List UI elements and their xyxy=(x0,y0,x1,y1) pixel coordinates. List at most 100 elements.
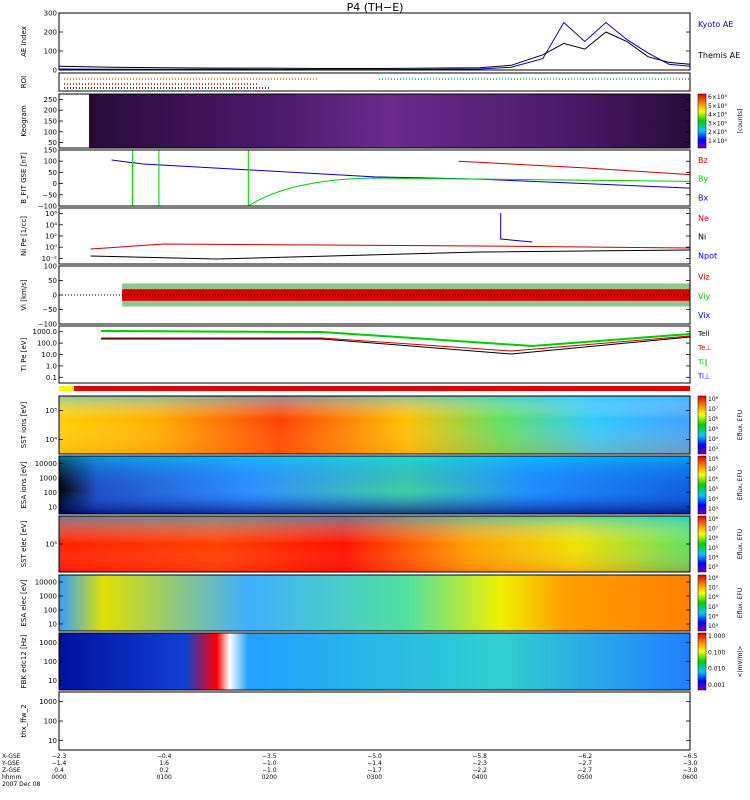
esa_elec-frame xyxy=(58,574,691,632)
fbk-cbar-tick: 0.010 xyxy=(708,666,725,673)
ytick-label-sst_ion: 10⁴ xyxy=(45,436,57,444)
keogram-cbar-tick: 1×10⁴ xyxy=(708,138,727,145)
esa_elec-colorbar xyxy=(697,574,707,632)
ytick-label-keogram: 50 xyxy=(48,139,57,147)
ytick-label-velocity: −100 xyxy=(38,321,57,329)
ytick-label-fbk: 100 xyxy=(44,658,57,666)
esa_elec-cbar-tick: 10⁶ xyxy=(708,594,719,601)
bfield-bx xyxy=(111,159,691,189)
xaxis-col-2-row-0: −3.5 xyxy=(262,753,277,760)
keogram-cbar-tick: 5×10⁴ xyxy=(708,103,727,110)
xaxis-col-0-row-0: −2.3 xyxy=(52,753,67,760)
sst_ion-frame xyxy=(58,395,691,455)
plot-title: P4 (TH−E) xyxy=(347,1,404,14)
ytick-label-temp: 1.0 xyxy=(46,362,57,370)
panel-ylabel-sst_elec: SST elec [eV] xyxy=(20,520,28,567)
sst_elec-cbar-tick: 10⁴ xyxy=(708,554,719,561)
ytick-label-esa_elec: 1000 xyxy=(39,593,57,601)
esa_ion-cbar-tick: 10⁵ xyxy=(708,486,719,493)
fbk-image xyxy=(59,633,690,690)
legend-velocity-0: Viz xyxy=(698,273,710,282)
esa_elec-cbar-tick: 10⁸ xyxy=(708,575,719,582)
ae-frame xyxy=(58,12,691,71)
legend-velocity-2: Vix xyxy=(698,311,711,320)
ytick-label-velocity: 100 xyxy=(44,263,57,271)
xaxis-row-label-1: Y-GSE xyxy=(1,760,20,767)
bfield-by xyxy=(248,177,691,207)
xaxis-col-4-row-1: −2.3 xyxy=(472,760,487,767)
xaxis-col-5-row-1: −2.7 xyxy=(578,760,593,767)
fbk-cbar-tick: 0.001 xyxy=(708,682,725,689)
esa_ion-cbar-tick: 10⁸ xyxy=(708,456,719,463)
ytick-label-ffw: 10 xyxy=(48,737,57,745)
xaxis-col-0-row-1: −1.4 xyxy=(52,760,67,767)
esa_ion-frame xyxy=(58,455,691,515)
legend-bfield-0: Bz xyxy=(698,156,708,165)
ytick-label-esa_ion: 10000 xyxy=(35,460,57,468)
ae-line-1 xyxy=(58,31,691,69)
xaxis-col-3-row-0: −5.0 xyxy=(367,753,382,760)
ytick-label-esa_ion: 1000 xyxy=(39,474,57,482)
sst_elec-cbar-tick: 10³ xyxy=(708,564,719,571)
legend-density-1: Ni xyxy=(698,233,706,242)
ytick-label-esa_elec: 100 xyxy=(44,607,57,615)
xaxis-col-2-row-3: 0200 xyxy=(262,774,277,781)
ytick-label-fbk: 1000 xyxy=(39,639,57,647)
keogram-cbar-tick: 4×10⁴ xyxy=(708,112,727,119)
ytick-label-velocity: 50 xyxy=(48,277,57,285)
sst_ion-cbar-tick: 10⁵ xyxy=(708,426,719,433)
sst_ion-cbar-label: Eflux, EFU xyxy=(737,410,744,440)
ytick-label-fbk: 10 xyxy=(48,677,57,685)
ytick-label-bfield: 100 xyxy=(44,158,57,166)
xaxis-col-1-row-0: −0.4 xyxy=(157,753,172,760)
ytick-label-density: 10⁶ xyxy=(45,210,57,218)
ytick-label-density: 10⁻² xyxy=(42,255,58,263)
sst_elec-cbar-tick: 10⁸ xyxy=(708,516,719,523)
xaxis-col-5-row-3: 0500 xyxy=(577,774,592,781)
xaxis-col-6-row-0: −6.5 xyxy=(683,753,698,760)
xaxis-col-3-row-3: 0300 xyxy=(367,774,382,781)
sst_ion-cbar-tick: 10³ xyxy=(708,446,719,453)
esa_ion-cbar-tick: 10⁴ xyxy=(708,496,719,503)
esa_ion-overlay xyxy=(59,456,690,514)
panel-ylabel-esa_elec: ESA elec [eV] xyxy=(20,579,28,626)
ytick-label-bfield: 50 xyxy=(48,169,57,177)
xaxis-col-5-row-2: −2.7 xyxy=(578,767,593,774)
xaxis-col-0-row-3: 0000 xyxy=(51,774,66,781)
ytick-label-ae: 300 xyxy=(44,10,57,18)
sst_elec-cbar-tick: 10⁵ xyxy=(708,545,719,552)
velocity-band-red xyxy=(122,289,691,301)
ytick-label-temp: 10.0 xyxy=(41,351,57,359)
panel-ylabel-esa_ion: ESA ions [eV] xyxy=(20,461,28,508)
esa_elec-cbar-tick: 10³ xyxy=(708,623,719,630)
bfield-bz xyxy=(458,160,691,176)
fbk-cbar-tick: 1.000 xyxy=(708,633,725,640)
ytick-label-temp: 1000.0 xyxy=(33,328,58,336)
ytick-label-ae: 100 xyxy=(44,48,57,56)
sst_elec-overlay xyxy=(59,516,690,572)
flag-bar-start xyxy=(59,386,74,391)
legend-temp-3: Ti⊥ xyxy=(697,373,710,381)
density-ni xyxy=(90,249,691,260)
xaxis-col-6-row-2: −3.0 xyxy=(683,767,698,774)
sst_elec-cbar-tick: 10⁶ xyxy=(708,535,719,542)
esa_elec-cbar-label: Eflux, EFU xyxy=(737,588,744,618)
panel-ylabel-roi: ROI xyxy=(20,76,28,88)
legend-density-2: Npot xyxy=(698,251,717,260)
legend-ae-0: Kyoto AE xyxy=(698,20,733,29)
xaxis-col-4-row-2: −2.2 xyxy=(472,767,487,774)
ae-line-0 xyxy=(58,21,691,71)
flag-bar xyxy=(74,386,690,391)
keogram-cbar-label: [counts] xyxy=(737,109,744,134)
sst_elec-colorbar xyxy=(697,515,707,573)
ytick-label-ae: 200 xyxy=(44,29,57,37)
ytick-label-density: 10⁴ xyxy=(45,221,57,229)
temp-tell xyxy=(101,336,691,355)
xaxis-col-0-row-2: 0.4 xyxy=(54,767,64,774)
xaxis-col-3-row-1: −1.4 xyxy=(367,760,382,767)
keogram-image xyxy=(89,94,690,148)
esa_ion-colorbar xyxy=(697,455,707,515)
ytick-label-sst_elec: 10⁵ xyxy=(45,541,57,549)
